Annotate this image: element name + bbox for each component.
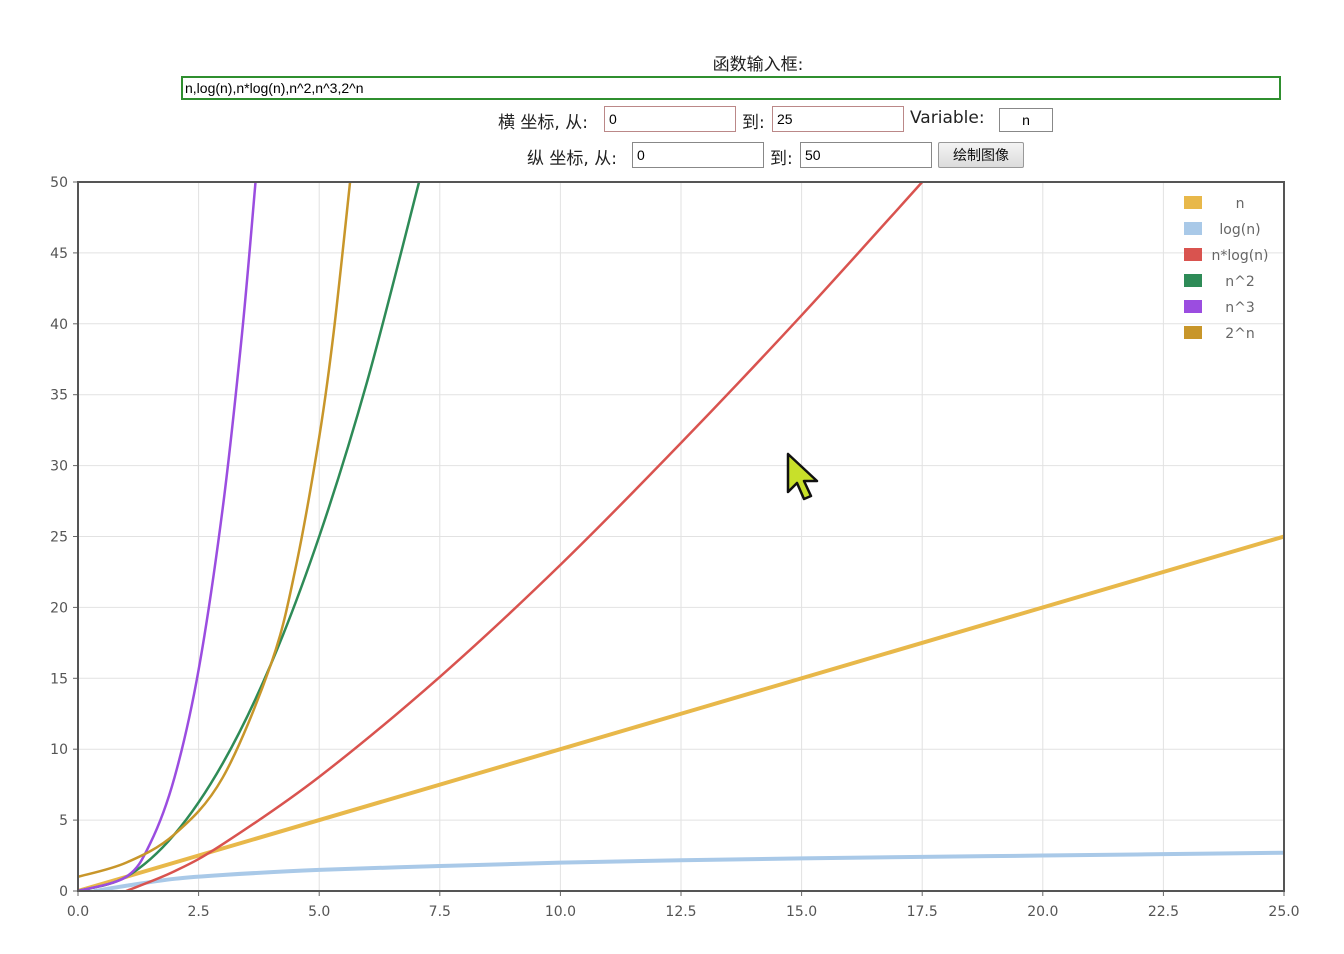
y-tick-label: 25: [50, 530, 68, 546]
y-tick-label: 40: [50, 317, 68, 333]
legend-label: n^3: [1225, 300, 1255, 316]
legend-swatch: [1184, 222, 1202, 235]
x-tick-label: 25.0: [1268, 904, 1299, 920]
y-from-input[interactable]: [632, 142, 764, 168]
legend-label: n: [1236, 196, 1245, 212]
series-line-n-log-n-: [124, 182, 924, 891]
x-tick-label: 2.5: [187, 904, 209, 920]
y-tick-label: 35: [50, 388, 68, 404]
y-tick-label: 15: [50, 671, 68, 687]
legend-swatch: [1184, 196, 1202, 209]
mouse-cursor-icon: [786, 452, 819, 501]
x-tick-label: 17.5: [907, 904, 938, 920]
x-tick-label: 10.0: [545, 904, 576, 920]
x-from-input[interactable]: [604, 106, 736, 132]
y-axis-from-label: 纵 坐标, 从:: [527, 149, 617, 169]
y-tick-label: 0: [59, 884, 68, 900]
y-tick-label: 50: [50, 175, 68, 191]
x-tick-label: 22.5: [1148, 904, 1179, 920]
legend-label: n*log(n): [1211, 248, 1268, 264]
legend-label: log(n): [1219, 222, 1260, 238]
x-to-input[interactable]: [772, 106, 904, 132]
plot-frame: [77, 181, 1285, 892]
x-tick-label: 7.5: [429, 904, 451, 920]
x-tick-label: 15.0: [786, 904, 817, 920]
y-tick-label: 45: [50, 246, 68, 262]
draw-chart-button[interactable]: 绘制图像: [938, 142, 1024, 168]
legend-swatch: [1184, 326, 1202, 339]
series-line-n-3: [78, 182, 257, 891]
y-tick-label: 30: [50, 459, 68, 475]
series-line-n: [78, 534, 1284, 891]
x-axis-to-label: 到:: [742, 113, 765, 133]
x-tick-label: 12.5: [665, 904, 696, 920]
x-tick-label: 0.0: [67, 904, 89, 920]
legend-swatch: [1184, 274, 1202, 287]
legend-swatch: [1184, 300, 1202, 313]
y-tick-label: 20: [50, 600, 68, 616]
variable-input[interactable]: [999, 108, 1053, 132]
y-axis-to-label: 到:: [770, 149, 793, 169]
x-axis-from-label: 横 坐标, 从:: [498, 113, 588, 133]
series-line-log-n-: [92, 850, 1284, 891]
legend-label: n^2: [1225, 274, 1255, 290]
y-to-input[interactable]: [800, 142, 932, 168]
y-tick-label: 5: [59, 813, 68, 829]
x-tick-label: 20.0: [1027, 904, 1058, 920]
function-input[interactable]: [181, 76, 1281, 100]
x-tick-label: 5.0: [308, 904, 330, 920]
function-input-label: 函数输入框:: [712, 55, 804, 75]
legend-label: 2^n: [1225, 326, 1255, 342]
series-line-2-n: [78, 182, 352, 879]
variable-label: Variable:: [910, 108, 985, 128]
legend-swatch: [1184, 248, 1202, 261]
y-tick-label: 10: [50, 742, 68, 758]
